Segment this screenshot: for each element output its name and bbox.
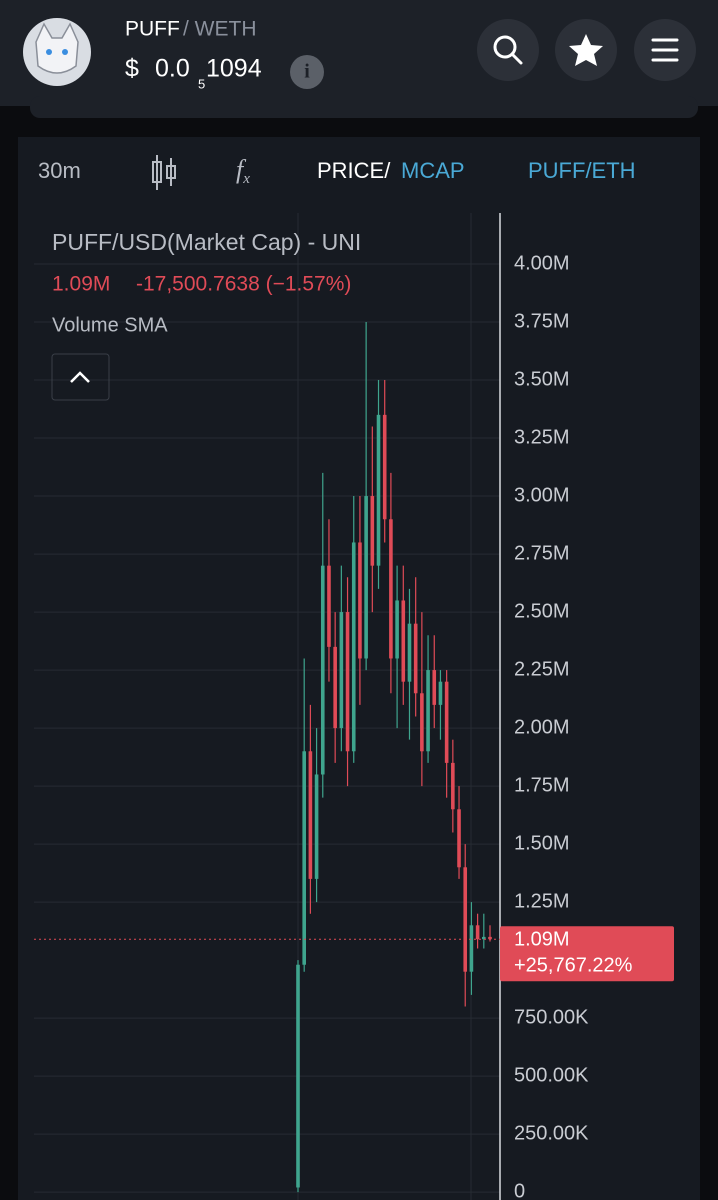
candle-body [438,681,443,705]
y-tick-label: 750.00K [514,1006,589,1028]
y-tick-label: 3.25M [514,426,570,448]
candle-body [420,693,424,752]
y-tick-label: 3.50M [514,368,570,390]
chart-title: PUFF/USD(Market Cap) - UNI [52,229,361,255]
candle-body [370,496,375,566]
candle-body [488,936,492,940]
pair-toggle[interactable]: PUFF/ETH [528,158,636,183]
price-toggle[interactable]: PRICE/ [317,158,391,183]
price-label-box [500,926,674,982]
collapse-button[interactable] [51,353,110,401]
y-tick-label: 500.00K [514,1064,589,1086]
candle-type-button[interactable] [152,155,176,190]
avatar-cat [35,22,79,74]
price-zeros: 5 [198,76,205,91]
interval-button[interactable]: 30m [38,158,81,183]
info-icon: i [304,61,310,83]
candle-body [358,542,362,659]
legend-value: 1.09M [52,273,110,296]
search-icon [510,52,523,65]
search-icon [493,35,517,59]
candle-body [426,670,430,752]
candle-body [444,681,449,763]
candle-body [395,600,399,659]
y-tick-label: 3.75M [514,310,570,332]
menu-icon [651,38,679,62]
base-symbol: PUFF [125,18,180,41]
y-tick-label: 2.50M [514,600,570,622]
y-tick-label: 1.50M [514,832,570,854]
star-icon [569,34,603,66]
mcap-toggle[interactable]: MCAP [401,158,465,183]
y-tick-label: 250.00K [514,1122,589,1144]
plot-area [34,263,500,1193]
candle-body [302,751,306,965]
y-tick-label: 0 [514,1180,525,1200]
candle-body [389,519,393,659]
candle-body [376,414,381,566]
candle-body [401,600,406,682]
candle-body [345,612,350,752]
candle-body [339,612,344,729]
change-label: +25,767.22% [514,954,633,976]
candle-body [364,496,368,659]
y-tick-label: 2.00M [514,716,570,738]
candle-body [327,565,331,647]
candle-body [296,964,300,1188]
chevron-icon [70,371,90,383]
candle-body [463,867,468,972]
candle-body [314,774,319,879]
indicator-label: Volume SMA [52,314,168,336]
y-tick-label: 2.75M [514,542,570,564]
candle-body [469,925,474,972]
search-button[interactable] [477,19,539,81]
candle-body [413,623,418,694]
candle-body [351,542,356,752]
candle-body [407,623,412,682]
y-tick-label: 2.25M [514,658,570,680]
candle-body [475,925,480,940]
avatar-eye [62,49,68,55]
candle-body [308,751,313,879]
price-label: 1.09M [514,928,570,950]
header-lip [30,96,698,118]
y-tick-label: 3.00M [514,484,570,506]
avatar-eye [46,49,52,55]
candle-body [333,646,337,729]
price-symbol: $ [125,55,139,83]
y-tick-label: 1.75M [514,774,570,796]
candle-body [457,809,461,868]
y-tick-label: 1.25M [514,890,570,912]
candle-body [382,414,387,520]
info-button[interactable] [290,55,324,89]
candle-body [451,762,455,810]
chart-panel [18,137,700,1200]
legend-change: -17,500.7638 (−1.57%) [136,273,351,296]
candle-body [432,670,437,705]
quote-symbol: / WETH [183,18,257,41]
price-tail: 1094 [206,55,262,83]
price-lead: 0.0 [155,55,190,83]
candle-body [320,565,325,775]
y-tick-label: 4.00M [514,252,570,274]
candle-body [482,936,486,940]
